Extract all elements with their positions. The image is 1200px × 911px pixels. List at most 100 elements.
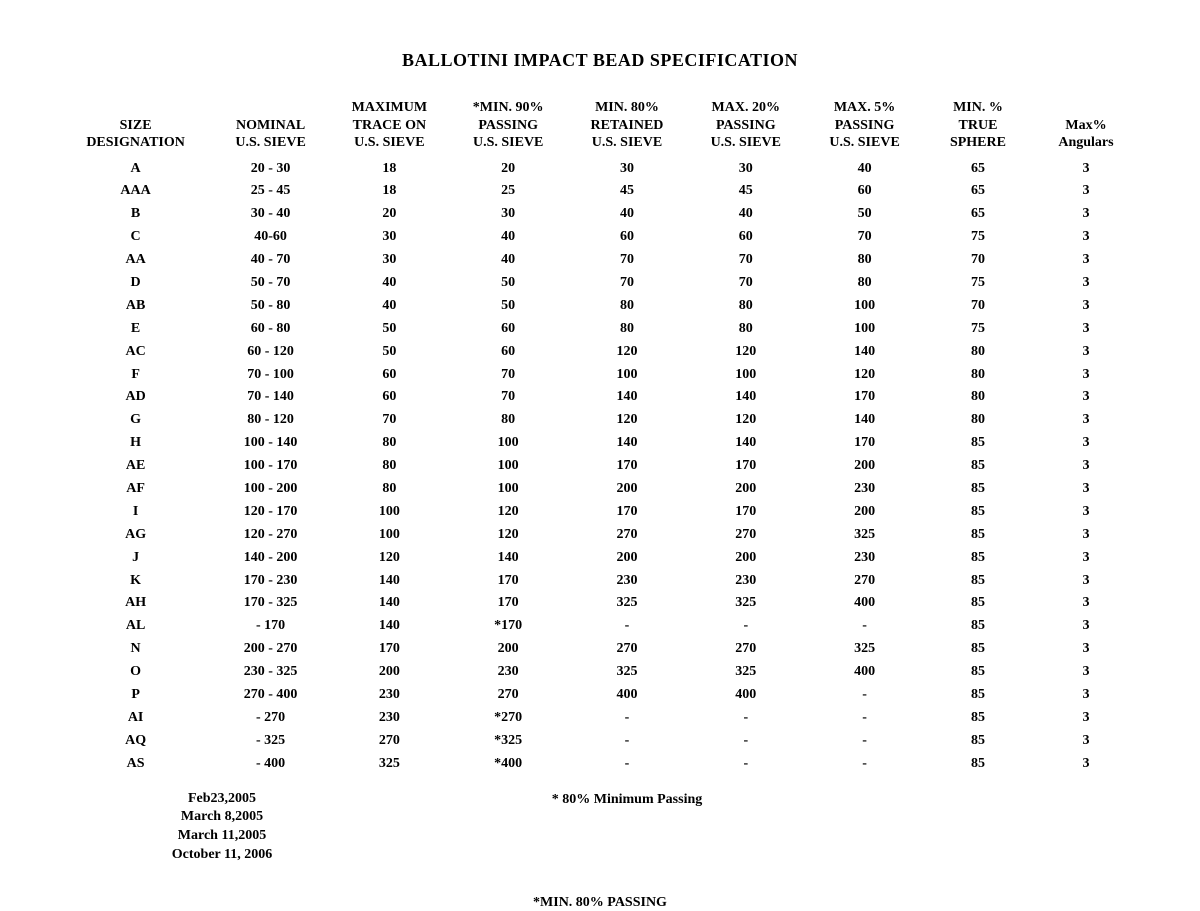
table-row: C40-603040606070753 <box>60 226 1140 249</box>
table-header: SIZEDESIGNATIONNOMINALU.S. SIEVEMAXIMUMT… <box>60 99 1140 158</box>
table-cell: 170 <box>686 501 805 524</box>
table-cell: 70 - 140 <box>211 386 330 409</box>
table-row: G80 - 1207080120120140803 <box>60 409 1140 432</box>
table-row: N200 - 270170200270270325853 <box>60 638 1140 661</box>
table-row: AA40 - 703040707080703 <box>60 249 1140 272</box>
table-cell: 20 <box>449 158 568 181</box>
table-cell: AF <box>60 478 211 501</box>
table-cell: 80 <box>805 249 924 272</box>
table-cell: - <box>805 707 924 730</box>
table-cell: 50 <box>449 295 568 318</box>
footnote-block: Feb23,2005March 8,2005March 11,2005Octob… <box>60 790 1140 866</box>
table-cell: 100 - 170 <box>211 455 330 478</box>
table-cell: 3 <box>1032 592 1140 615</box>
table-cell: 325 <box>805 638 924 661</box>
table-cell: I <box>60 501 211 524</box>
table-cell: - <box>686 615 805 638</box>
table-cell: 50 - 70 <box>211 272 330 295</box>
table-cell: 80 - 120 <box>211 409 330 432</box>
table-cell: 400 <box>805 592 924 615</box>
table-cell: 325 <box>805 524 924 547</box>
table-row: J140 - 200120140200200230853 <box>60 547 1140 570</box>
table-cell: 60 - 120 <box>211 341 330 364</box>
table-cell: 325 <box>330 753 449 776</box>
table-cell: 60 <box>330 364 449 387</box>
table-cell: - <box>568 753 687 776</box>
table-cell: 40 <box>330 295 449 318</box>
table-cell: AB <box>60 295 211 318</box>
table-cell: 85 <box>924 684 1032 707</box>
table-cell: 3 <box>1032 364 1140 387</box>
table-cell: 80 <box>330 432 449 455</box>
table-cell: 80 <box>330 478 449 501</box>
table-row: AD70 - 1406070140140170803 <box>60 386 1140 409</box>
table-row: D50 - 704050707080753 <box>60 272 1140 295</box>
table-cell: 40 <box>686 203 805 226</box>
table-cell: 100 <box>805 318 924 341</box>
table-cell: 3 <box>1032 707 1140 730</box>
table-cell: 325 <box>568 661 687 684</box>
table-cell: 70 <box>924 249 1032 272</box>
table-cell: B <box>60 203 211 226</box>
table-cell: - <box>568 707 687 730</box>
table-row: AH170 - 325140170325325400853 <box>60 592 1140 615</box>
table-cell: 30 <box>568 158 687 181</box>
table-cell: 120 <box>449 501 568 524</box>
table-cell: 60 <box>330 386 449 409</box>
table-cell: 80 <box>686 295 805 318</box>
table-cell: 120 <box>568 409 687 432</box>
table-cell: 120 - 170 <box>211 501 330 524</box>
table-row: AS- 400325*400---853 <box>60 753 1140 776</box>
table-cell: AAA <box>60 180 211 203</box>
table-cell: E <box>60 318 211 341</box>
table-cell: 120 <box>805 364 924 387</box>
table-cell: AE <box>60 455 211 478</box>
table-cell: 85 <box>924 707 1032 730</box>
table-cell: 70 <box>805 226 924 249</box>
table-cell: 3 <box>1032 638 1140 661</box>
table-cell: 60 <box>449 341 568 364</box>
table-cell: 120 <box>686 409 805 432</box>
table-cell: N <box>60 638 211 661</box>
table-cell: 85 <box>924 570 1032 593</box>
table-cell: 3 <box>1032 615 1140 638</box>
table-cell: 45 <box>568 180 687 203</box>
table-cell: 100 <box>568 364 687 387</box>
table-cell: 40 <box>330 272 449 295</box>
table-cell: 230 <box>568 570 687 593</box>
table-cell: 50 <box>805 203 924 226</box>
table-cell: 85 <box>924 455 1032 478</box>
table-row: AF100 - 20080100200200230853 <box>60 478 1140 501</box>
page-title: BALLOTINI IMPACT BEAD SPECIFICATION <box>60 50 1140 71</box>
table-cell: 40 <box>449 226 568 249</box>
table-cell: 3 <box>1032 203 1140 226</box>
table-cell: 140 <box>686 386 805 409</box>
table-cell: 170 <box>449 592 568 615</box>
table-cell: 50 <box>449 272 568 295</box>
table-cell: - <box>805 730 924 753</box>
table-cell: 100 <box>449 478 568 501</box>
table-cell: 230 <box>805 478 924 501</box>
col-header-4: MIN. 80%RETAINEDU.S. SIEVE <box>568 99 687 158</box>
table-cell: 75 <box>924 318 1032 341</box>
table-cell: 200 <box>805 455 924 478</box>
table-cell: - <box>568 615 687 638</box>
table-cell: 140 <box>330 615 449 638</box>
table-cell: 3 <box>1032 318 1140 341</box>
table-row: AAA25 - 451825454560653 <box>60 180 1140 203</box>
table-cell: 3 <box>1032 730 1140 753</box>
table-cell: 80 <box>924 364 1032 387</box>
table-cell: 30 <box>686 158 805 181</box>
revision-date: March 11,2005 <box>178 828 266 843</box>
table-cell: P <box>60 684 211 707</box>
table-cell: 170 <box>805 386 924 409</box>
table-cell: 140 <box>330 570 449 593</box>
table-row: F70 - 1006070100100120803 <box>60 364 1140 387</box>
table-row: O230 - 325200230325325400853 <box>60 661 1140 684</box>
table-cell: *170 <box>449 615 568 638</box>
table-cell: 70 <box>568 249 687 272</box>
table-cell: 70 <box>924 295 1032 318</box>
table-cell: 100 <box>449 455 568 478</box>
table-cell: 18 <box>330 180 449 203</box>
table-cell: 3 <box>1032 272 1140 295</box>
